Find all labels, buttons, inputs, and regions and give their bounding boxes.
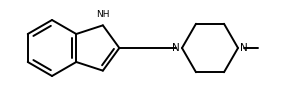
Text: NH: NH	[96, 10, 110, 19]
Text: N: N	[172, 43, 180, 53]
Text: N: N	[240, 43, 248, 53]
